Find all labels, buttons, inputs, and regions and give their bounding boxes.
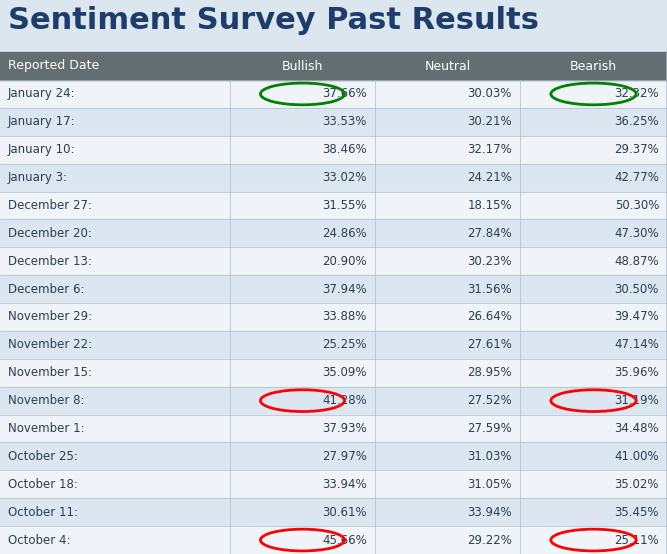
Text: 47.14%: 47.14% (614, 338, 659, 351)
Text: October 18:: October 18: (8, 478, 78, 491)
Bar (0, 108, 667, 136)
Bar (0, 303, 667, 331)
Bar (0, 470, 667, 498)
Text: 42.77%: 42.77% (614, 171, 659, 184)
Text: 31.56%: 31.56% (468, 283, 512, 296)
Bar (0, 526, 667, 554)
Text: Reported Date: Reported Date (8, 59, 99, 73)
Bar (0, 247, 667, 275)
Text: 31.19%: 31.19% (614, 394, 659, 407)
Text: December 13:: December 13: (8, 255, 92, 268)
Text: 26.64%: 26.64% (467, 310, 512, 324)
Text: 30.21%: 30.21% (468, 115, 512, 129)
Text: 27.52%: 27.52% (468, 394, 512, 407)
Text: 27.59%: 27.59% (468, 422, 512, 435)
Text: 32.17%: 32.17% (468, 143, 512, 156)
Text: 20.90%: 20.90% (322, 255, 367, 268)
Text: 30.03%: 30.03% (468, 88, 512, 100)
Text: December 6:: December 6: (8, 283, 85, 296)
Text: 35.96%: 35.96% (614, 366, 659, 379)
Text: 50.30%: 50.30% (614, 199, 659, 212)
Text: 38.46%: 38.46% (322, 143, 367, 156)
Text: November 22:: November 22: (8, 338, 92, 351)
Text: 29.37%: 29.37% (614, 143, 659, 156)
Bar (0, 331, 667, 359)
Text: 33.94%: 33.94% (468, 506, 512, 519)
Text: 30.23%: 30.23% (468, 255, 512, 268)
Text: 37.94%: 37.94% (322, 283, 367, 296)
Text: 29.22%: 29.22% (467, 534, 512, 547)
Text: January 24:: January 24: (8, 88, 75, 100)
Text: 31.03%: 31.03% (468, 450, 512, 463)
Text: November 29:: November 29: (8, 310, 92, 324)
Bar (0, 387, 667, 414)
Text: January 10:: January 10: (8, 143, 75, 156)
Text: October 11:: October 11: (8, 506, 78, 519)
Text: January 17:: January 17: (8, 115, 75, 129)
Text: 25.25%: 25.25% (322, 338, 367, 351)
Text: November 1:: November 1: (8, 422, 85, 435)
Text: 35.09%: 35.09% (323, 366, 367, 379)
Text: 24.86%: 24.86% (322, 227, 367, 240)
Text: December 20:: December 20: (8, 227, 92, 240)
Text: Neutral: Neutral (424, 59, 471, 73)
Bar (0, 136, 667, 163)
Text: 27.61%: 27.61% (467, 338, 512, 351)
Bar (0, 275, 667, 303)
Bar (0, 414, 667, 443)
Text: December 27:: December 27: (8, 199, 92, 212)
Text: 31.55%: 31.55% (323, 199, 367, 212)
Bar (0, 163, 667, 192)
Text: 25.11%: 25.11% (614, 534, 659, 547)
Text: 24.21%: 24.21% (467, 171, 512, 184)
Text: 18.15%: 18.15% (468, 199, 512, 212)
Text: 47.30%: 47.30% (614, 227, 659, 240)
Text: 33.02%: 33.02% (323, 171, 367, 184)
Text: 41.00%: 41.00% (614, 450, 659, 463)
Text: November 15:: November 15: (8, 366, 92, 379)
Bar (0, 359, 667, 387)
Text: 36.25%: 36.25% (614, 115, 659, 129)
Text: October 25:: October 25: (8, 450, 78, 463)
Text: 31.05%: 31.05% (468, 478, 512, 491)
Bar (0, 498, 667, 526)
Bar (0, 80, 667, 108)
Text: 33.53%: 33.53% (323, 115, 367, 129)
Text: 32.32%: 32.32% (614, 88, 659, 100)
Bar (0, 443, 667, 470)
Text: 35.02%: 35.02% (614, 478, 659, 491)
Text: October 4:: October 4: (8, 534, 71, 547)
Bar (0, 192, 667, 219)
Text: 27.97%: 27.97% (322, 450, 367, 463)
Text: 27.84%: 27.84% (468, 227, 512, 240)
Text: 33.88%: 33.88% (323, 310, 367, 324)
Text: 35.45%: 35.45% (614, 506, 659, 519)
Text: November 8:: November 8: (8, 394, 85, 407)
Bar (0, 52, 667, 80)
Text: 28.95%: 28.95% (468, 366, 512, 379)
Text: 37.93%: 37.93% (322, 422, 367, 435)
Bar (0, 219, 667, 247)
Text: 30.50%: 30.50% (614, 283, 659, 296)
Text: 34.48%: 34.48% (614, 422, 659, 435)
Text: 41.28%: 41.28% (322, 394, 367, 407)
Text: 33.94%: 33.94% (322, 478, 367, 491)
Text: 45.66%: 45.66% (322, 534, 367, 547)
Text: 48.87%: 48.87% (614, 255, 659, 268)
Text: 30.61%: 30.61% (322, 506, 367, 519)
Text: Sentiment Survey Past Results: Sentiment Survey Past Results (8, 6, 539, 35)
Text: 37.66%: 37.66% (322, 88, 367, 100)
Text: January 3:: January 3: (8, 171, 68, 184)
Text: 39.47%: 39.47% (614, 310, 659, 324)
Text: Bearish: Bearish (570, 59, 617, 73)
Text: Bullish: Bullish (282, 59, 323, 73)
